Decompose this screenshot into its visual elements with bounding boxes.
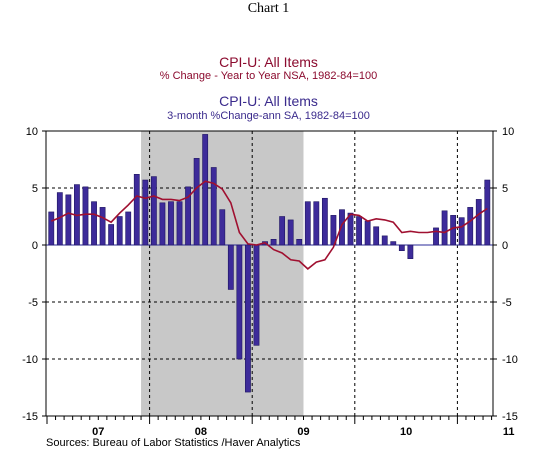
x-tick-label: 10 [400, 426, 412, 438]
x-tick-label: 09 [297, 426, 309, 438]
bar [458, 217, 465, 246]
bar [270, 239, 277, 246]
bar [253, 244, 260, 346]
bar [227, 244, 234, 290]
y-tick-label-left: -10 [22, 354, 38, 366]
bar [176, 201, 183, 246]
bar [142, 179, 149, 246]
bar [339, 209, 345, 246]
bar [210, 167, 217, 246]
bar [484, 179, 491, 246]
bar [133, 174, 140, 246]
bar [159, 202, 166, 246]
x-tick-label: 08 [195, 426, 207, 438]
bar [313, 201, 320, 246]
y-tick-label-left: -15 [22, 411, 38, 423]
recession-shading [141, 131, 304, 416]
bar [82, 186, 89, 246]
bar [364, 220, 371, 246]
bar [202, 134, 209, 246]
y-tick-label-right: -15 [502, 411, 518, 423]
y-tick-label-right: 10 [502, 126, 514, 138]
y-tick-label-right: -5 [502, 297, 512, 309]
bar [279, 216, 286, 246]
bar [304, 201, 311, 246]
bar [467, 207, 474, 246]
bar [48, 211, 55, 246]
bar [116, 216, 123, 246]
bar [287, 219, 294, 246]
bar [398, 244, 405, 251]
bar [193, 158, 200, 246]
bar [296, 239, 303, 246]
gridlines [46, 131, 493, 416]
bar [356, 216, 362, 246]
bar [475, 199, 482, 246]
y-tick-label-right: 0 [502, 240, 508, 252]
bar [185, 186, 191, 246]
bar [450, 215, 457, 246]
bar [433, 227, 439, 246]
bar [125, 211, 132, 246]
bar [168, 201, 174, 246]
source-note: Sources: Bureau of Labor Statistics /Hav… [46, 437, 301, 449]
x-tick-label: 11 [503, 426, 515, 438]
bar [245, 244, 251, 393]
series-bar-title: CPI-U: All Items [219, 93, 318, 109]
x-tick-label: 07 [92, 426, 104, 438]
y-tick-label-left: 5 [32, 183, 38, 195]
y-tick-label-left: 0 [32, 240, 38, 252]
y-tick-label-left: -5 [28, 297, 38, 309]
x-axis-ticks: 07 08 09 10 11 [46, 416, 515, 438]
y-axis-ticks: 10 10 5 5 0 0 -5 -5 -10 -10 -15 -15 [22, 126, 518, 423]
page-title: Chart 1 [247, 1, 290, 16]
bar [150, 176, 157, 246]
bar [91, 201, 97, 246]
bar [321, 197, 328, 246]
bar [441, 210, 448, 246]
bar [108, 224, 115, 246]
bar [407, 244, 414, 259]
bar [373, 226, 380, 246]
bar [65, 194, 72, 246]
bar [219, 209, 226, 246]
bar [99, 207, 106, 246]
y-tick-label-left: 10 [26, 126, 38, 138]
bar [236, 244, 243, 360]
bar [390, 241, 397, 246]
series-bar-subtitle: 3-month %Change-ann SA, 1982-84=100 [167, 110, 370, 122]
bar [347, 212, 354, 246]
series-line-subtitle: % Change - Year to Year NSA, 1982-84=100 [159, 70, 378, 82]
y-tick-label-right: 5 [502, 183, 508, 195]
line-series [50, 180, 488, 270]
y-tick-label-right: -10 [502, 354, 518, 366]
bar [381, 235, 388, 246]
series-line-title: CPI-U: All Items [219, 54, 318, 70]
